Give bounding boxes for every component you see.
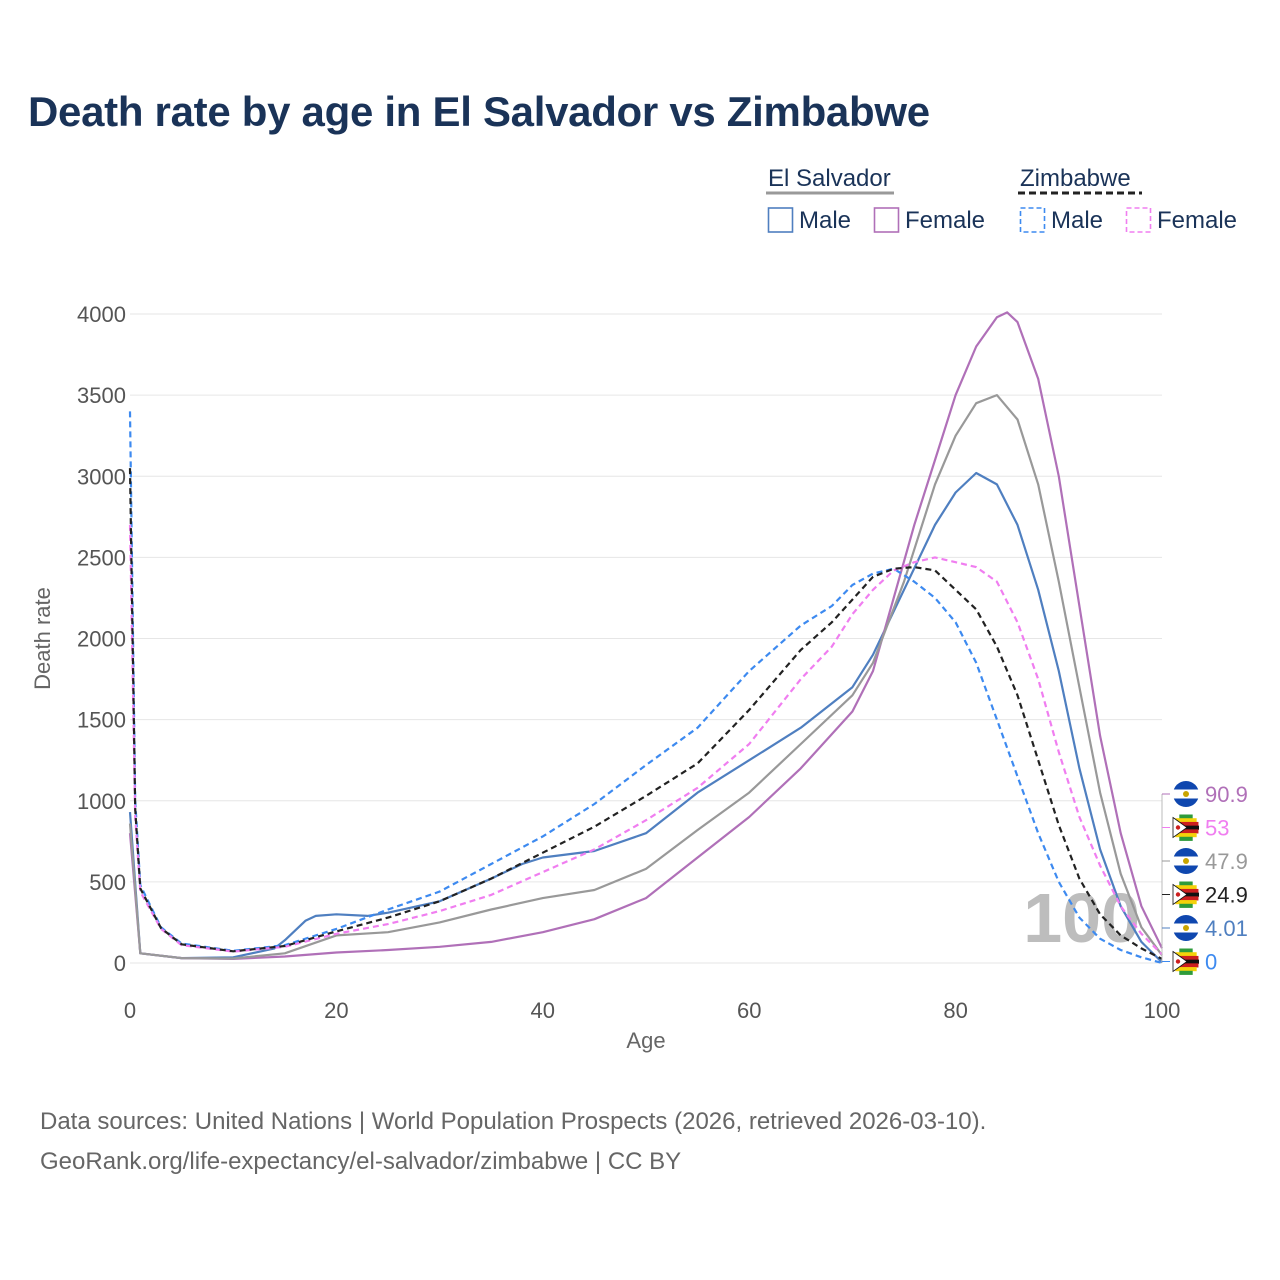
series-layer [128,311,1163,965]
flag-band [1173,829,1199,834]
x-axis-title: Age [626,1028,665,1053]
flag-star [1175,959,1181,964]
legend-group-zimbabwe: Zimbabwe [1020,165,1131,192]
flag-band [1175,818,1197,823]
legend-swatch-female [1125,207,1152,233]
flag-star [1175,825,1181,830]
end-label-value: 90.9 [1205,782,1248,807]
legend-swatch-male [767,207,794,233]
flag-band [1173,963,1199,968]
flag-band [1175,967,1197,972]
end-label-value: 53 [1205,816,1229,841]
watermark: 100 [1023,879,1140,957]
end-label-value: 0 [1205,950,1217,975]
y-tick-label: 3000 [77,464,126,489]
flag-emblem [1183,925,1189,931]
legend-swatch-male [1019,207,1046,233]
y-tick-label: 2500 [77,545,126,570]
flag-band [1173,821,1199,827]
x-tick-label: 80 [943,998,967,1023]
axis-layer: 0 500 1000 1500 2000 2500 3000 3500 4000 0 20 40 60 8… [30,302,1180,1053]
legend-label-male: Male [799,207,851,234]
flag-band [1173,955,1199,961]
y-tick-label: 500 [89,870,126,895]
y-tick-label: 1000 [77,789,126,814]
y-tick-label: 2000 [77,627,126,652]
legend-label-female: Female [1157,207,1237,234]
zimbabwe-flag-icon [1172,948,1199,975]
flag-band [1175,833,1197,838]
zimbabwe-flag-icon [1172,881,1199,908]
flag-star [1175,892,1181,897]
series-line-el-salvador-total [128,394,1163,960]
x-tick-label: 0 [124,998,136,1023]
series-line-zimbabwe-female [128,524,1163,956]
x-tick-label: 20 [324,998,348,1023]
x-tick-label: 100 [1144,998,1181,1023]
y-tick-label: 3500 [77,383,126,408]
series-line-el-salvador-male [128,471,1163,964]
legend-label-male: Male [1051,207,1103,234]
flag-band [1175,885,1197,890]
legend-group-el-salvador: El Salvador [768,165,891,192]
el-salvador-flag-icon [1173,848,1199,874]
grid-layer [130,313,1162,964]
flag-band [1179,836,1193,841]
legend-layer: El Salvador Male Female Zimbabwe Male Female [766,165,1237,234]
flag-band [1173,888,1199,894]
flag-band [1175,900,1197,905]
zimbabwe-flag-icon [1172,814,1199,841]
flag-band [1179,903,1193,908]
flag-band [1179,881,1193,886]
el-salvador-flag-icon [1173,915,1199,941]
flag-band [1175,952,1197,957]
series-line-zimbabwe-total [128,468,1163,960]
x-tick-label: 40 [531,998,555,1023]
end-label-value: 4.01 [1205,916,1248,941]
page-title: Death rate by age in El Salvador vs Zimb… [28,88,930,135]
source-line-1: Data sources: United Nations | World Pop… [40,1108,987,1135]
flag-emblem [1183,791,1189,797]
flag-band [1179,970,1193,975]
end-label-value: 24.9 [1205,883,1248,908]
legend-swatch-female [873,207,900,233]
series-line-el-salvador-female [128,311,1163,960]
flag-band [1173,896,1199,901]
y-tick-label: 1500 [77,708,126,733]
end-label-value: 47.9 [1205,849,1248,874]
series-line-zimbabwe-male [128,411,1163,965]
end-label-layer: 90.9 53 47.9 24.9 4.01 0 [1161,781,1248,975]
el-salvador-flag-icon [1173,781,1199,807]
flag-band [1179,814,1193,819]
legend-label-female: Female [905,207,985,234]
source-line-2: GeoRank.org/life-expectancy/el-salvador/… [40,1148,682,1175]
y-axis-title: Death rate [30,587,55,690]
flag-emblem [1183,858,1189,864]
flag-band [1179,948,1193,953]
y-tick-label: 0 [114,951,126,976]
x-tick-label: 60 [737,998,761,1023]
y-tick-label: 4000 [77,302,126,327]
